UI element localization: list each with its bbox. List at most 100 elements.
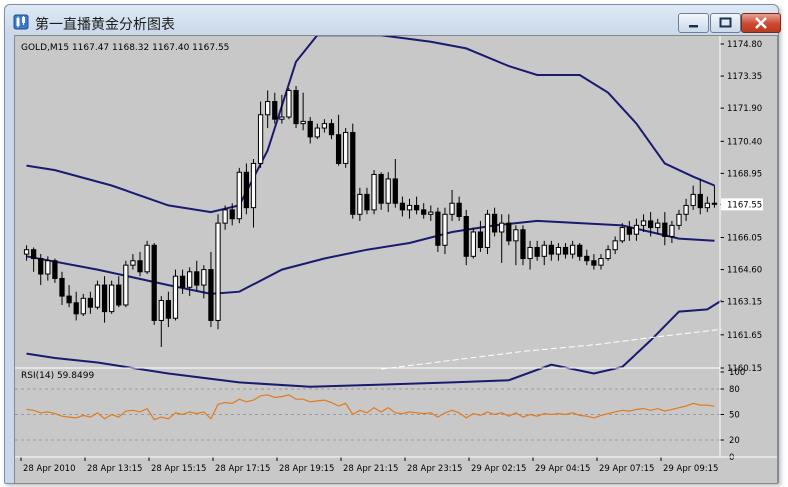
candle-body — [59, 277, 65, 297]
window-title: 第一直播黄金分析图表 — [35, 17, 175, 33]
candle-body — [513, 229, 519, 242]
candle — [23, 245, 30, 261]
title-bar[interactable]: 第一直播黄金分析图表 — [5, 5, 781, 37]
candle — [499, 214, 505, 263]
candle — [222, 205, 228, 230]
rsi-tick-label: 50 — [729, 411, 740, 421]
candle — [534, 240, 540, 261]
candle-body — [669, 224, 675, 237]
price-tick-label: 1173.35 — [727, 72, 762, 82]
candle — [428, 205, 434, 221]
minimize-button[interactable] — [678, 13, 709, 33]
candle-body — [286, 89, 292, 118]
candle-body — [194, 271, 200, 286]
time-tick-label: 28 Apr 13:15 — [87, 464, 142, 474]
candle — [690, 185, 696, 210]
candle-body — [626, 227, 632, 235]
candle-body — [484, 213, 491, 248]
candle — [435, 207, 441, 252]
candle — [208, 251, 214, 328]
price-chart[interactable]: GOLD,M15 1167.47 1168.32 1167.40 1167.55… — [15, 34, 777, 483]
candle-body — [172, 275, 179, 319]
candle — [73, 291, 79, 321]
candle — [357, 187, 363, 221]
candle-body — [137, 260, 143, 273]
candle-body — [307, 120, 313, 138]
candle-body — [94, 284, 101, 308]
candle — [491, 207, 498, 237]
candle-body — [229, 209, 235, 220]
candle — [300, 92, 306, 131]
close-button[interactable] — [741, 13, 781, 33]
candle-body — [215, 222, 221, 321]
candle — [484, 209, 491, 255]
candle — [555, 243, 562, 261]
candle — [548, 240, 554, 261]
candle — [704, 196, 710, 213]
candle — [385, 172, 391, 213]
candle-body — [477, 231, 484, 248]
candle — [137, 251, 143, 277]
candle — [399, 196, 406, 217]
candle — [364, 187, 370, 215]
candle — [179, 269, 186, 294]
candle-body — [364, 193, 370, 211]
candle-body — [470, 231, 476, 257]
candle-body — [243, 171, 250, 209]
price-tick-label: 1163.15 — [727, 298, 762, 308]
candle — [520, 225, 526, 266]
candle — [272, 92, 278, 124]
candle — [392, 159, 398, 208]
candle-body — [385, 178, 391, 204]
price-tick-label: 1166.05 — [727, 234, 762, 244]
candle-body — [179, 275, 186, 288]
candle-body — [406, 204, 413, 211]
candle — [158, 296, 164, 347]
candle-body — [562, 246, 569, 255]
candle — [683, 198, 689, 221]
candle-body — [421, 209, 427, 215]
candle — [506, 214, 512, 246]
candle — [31, 247, 37, 272]
candle-body — [101, 284, 108, 313]
candle-body — [520, 229, 526, 260]
candle-body — [690, 193, 696, 206]
candle — [130, 254, 136, 270]
bollinger-upper — [26, 34, 715, 214]
candle — [406, 198, 413, 219]
candle — [612, 236, 618, 255]
candle-body — [151, 244, 157, 321]
candle-body — [598, 258, 604, 266]
minimize-icon — [689, 25, 698, 28]
candle — [265, 90, 271, 129]
time-tick-label: 28 Apr 23:15 — [407, 464, 462, 474]
candle-body — [80, 297, 86, 315]
rsi-tick-label: 20 — [729, 436, 740, 446]
candle — [151, 243, 157, 325]
candle-body — [456, 202, 462, 218]
candle — [250, 159, 257, 228]
candle — [343, 128, 349, 168]
candle-body — [371, 173, 377, 211]
candle-body — [633, 224, 640, 235]
candle-body — [534, 246, 540, 257]
price-tick-label: 1174.80 — [727, 40, 762, 50]
candle — [307, 116, 313, 144]
candle-body — [640, 220, 647, 226]
chart-area[interactable]: GOLD,M15 1167.47 1168.32 1167.40 1167.55… — [14, 34, 778, 484]
candle — [80, 293, 86, 317]
candle-body — [655, 222, 661, 229]
candle — [626, 220, 632, 241]
rsi-line — [26, 394, 715, 421]
candle-body — [648, 220, 654, 229]
chart-app-icon — [13, 14, 29, 30]
candle-body — [619, 227, 625, 242]
candle-body — [321, 123, 328, 129]
maximize-button[interactable] — [710, 13, 741, 33]
candle — [314, 123, 320, 140]
candle — [335, 114, 342, 166]
candle-body — [257, 114, 264, 164]
candle — [187, 267, 193, 297]
current-price-label: 1167.55 — [727, 200, 762, 210]
candle — [172, 269, 179, 321]
